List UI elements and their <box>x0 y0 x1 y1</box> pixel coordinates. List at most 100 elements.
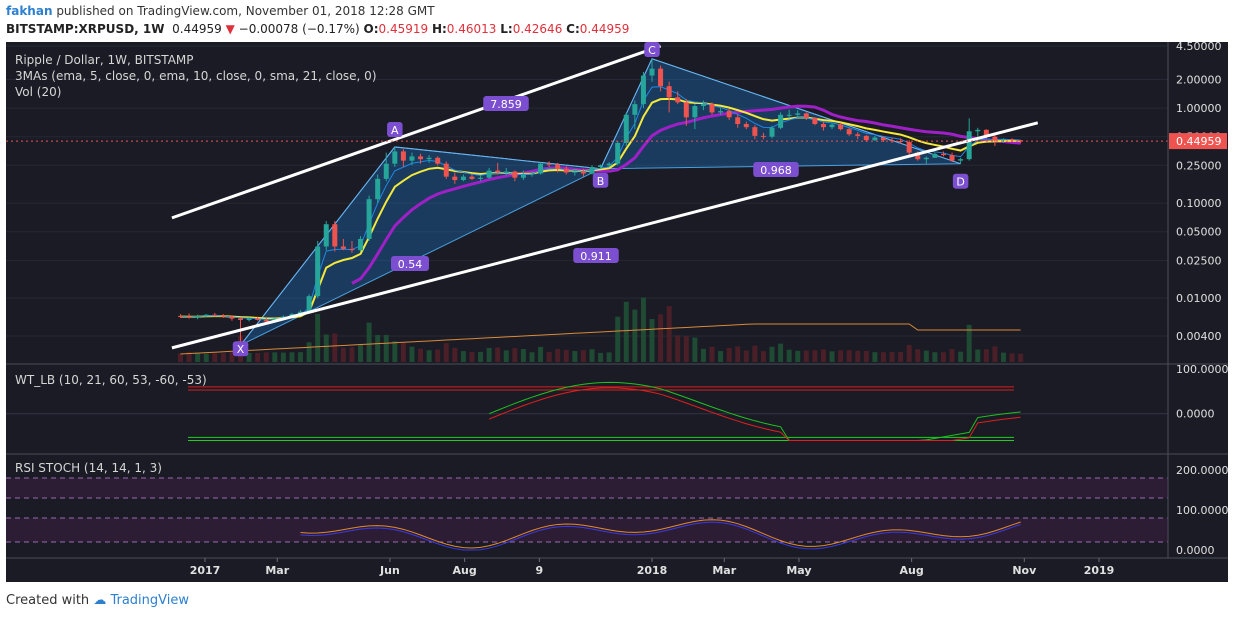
candle-body <box>1000 139 1006 141</box>
candle-body <box>709 104 715 113</box>
candle-body <box>349 248 355 251</box>
candle-body <box>392 151 398 164</box>
candle-body <box>332 224 338 247</box>
volume-bar <box>1000 352 1006 362</box>
candle-body <box>700 104 706 107</box>
price-tick-label: 0.10000 <box>1176 197 1222 210</box>
volume-bar <box>452 347 458 362</box>
volume-bar <box>923 350 929 362</box>
candle-body <box>795 113 801 115</box>
rsi-stoch-pane <box>6 453 1228 551</box>
candle-body <box>238 318 244 320</box>
volume-bar <box>418 348 424 362</box>
volume-bar <box>786 349 792 362</box>
candlesticks <box>178 58 1024 346</box>
candle-body <box>778 114 784 128</box>
candle-body <box>666 86 672 98</box>
volume-bar <box>752 345 758 362</box>
candle-body <box>538 163 544 174</box>
volume-bar <box>529 352 535 362</box>
chart-area[interactable]: X A B C D 0.54 7.859 0.968 0.911 4.50000 2.00000 1… <box>6 40 1229 582</box>
legend-wt-lb[interactable]: WT_LB (10, 21, 60, 53, -60, -53) <box>15 373 207 387</box>
volume-bar <box>855 350 861 362</box>
ratio-xa-box <box>391 256 429 271</box>
volume-bar <box>469 351 475 362</box>
trendlines[interactable] <box>6 44 1168 350</box>
volume-bar <box>400 342 406 362</box>
high-label: H: <box>431 22 447 36</box>
price-change: −0.00078 (−0.17%) <box>238 22 360 36</box>
tradingview-brand[interactable]: TradingView <box>110 593 189 608</box>
rsi-upper-band <box>6 478 1168 498</box>
candle-body <box>872 137 878 141</box>
label-c-box <box>644 42 660 57</box>
candle-body <box>966 131 972 160</box>
volume-bar <box>889 352 895 362</box>
tradingview-logo-icon[interactable]: ☁ <box>93 593 107 608</box>
candle-body <box>658 68 664 87</box>
candle-body <box>898 141 904 143</box>
ratio-ac-box <box>483 96 529 111</box>
candle-body <box>880 137 886 141</box>
candle-body <box>632 104 638 115</box>
low-value: 0.42646 <box>512 22 563 36</box>
candle-body <box>340 246 346 249</box>
candle-body <box>683 102 689 118</box>
candle-body <box>855 134 861 136</box>
wt-tick-label: 0.0000 <box>1176 408 1215 421</box>
published-text: published on TradingView.com, November 0… <box>56 4 435 18</box>
volume-ma-line <box>180 323 1021 355</box>
legend-mas[interactable]: 3MAs (ema, 5, close, 0, ema, 10, close, … <box>15 69 377 83</box>
volume-bar <box>538 346 544 362</box>
publication-line: fakhan published on TradingView.com, Nov… <box>6 4 435 18</box>
legend-title[interactable]: Ripple / Dollar, 1W, BITSTAMP <box>15 53 194 67</box>
volume-bar <box>666 306 672 362</box>
volume-bar <box>743 350 749 362</box>
volume-bar <box>435 349 441 362</box>
volume-bar <box>803 350 809 362</box>
ratio-bd-box <box>753 162 799 177</box>
candle-body <box>520 174 526 178</box>
candle-body <box>186 316 192 318</box>
volume-bar <box>203 353 209 362</box>
volume-bar <box>692 337 698 362</box>
volume-bar <box>589 349 595 362</box>
volume-bar <box>409 346 415 362</box>
close-value: 0.44959 <box>579 22 630 36</box>
volume-bar <box>332 333 338 362</box>
volume-bar <box>512 348 518 362</box>
label-b-box <box>592 172 609 188</box>
candle-body <box>983 129 989 137</box>
legend-rsi-stoch[interactable]: RSI STOCH (14, 14, 1, 3) <box>15 461 162 475</box>
volume-bar <box>675 335 681 362</box>
price-tick-label: 4.50000 <box>1176 42 1222 53</box>
time-tick-label: May <box>786 564 811 577</box>
time-tick-label: 9 <box>536 564 544 577</box>
candle-body <box>949 155 955 161</box>
price-tick-label: 1.00000 <box>1176 102 1222 115</box>
candle-body <box>572 171 578 173</box>
legend-volume[interactable]: Vol (20) <box>15 85 61 99</box>
candle-body <box>460 176 466 181</box>
candle-body <box>503 171 509 173</box>
volume-bar <box>272 352 278 362</box>
volume-bar <box>983 349 989 362</box>
candle-body <box>906 141 912 153</box>
author-name[interactable]: fakhan <box>6 4 53 18</box>
candle-body <box>743 124 749 128</box>
time-tick-label: Mar <box>265 564 289 577</box>
candle-body <box>358 238 364 251</box>
volume-bar <box>778 343 784 362</box>
chart-svg[interactable]: X A B C D 0.54 7.859 0.968 0.911 4.50000 2.00000 1… <box>6 40 1229 582</box>
volume-bar <box>220 353 226 362</box>
volume-bar <box>820 349 826 362</box>
volume-bar <box>246 352 252 362</box>
volume-bar <box>306 342 312 362</box>
candle-body <box>863 135 869 141</box>
volume-bar <box>700 348 706 362</box>
volume-bar <box>298 352 304 362</box>
volume-bar <box>812 350 818 362</box>
time-tick-label: Aug <box>900 564 924 577</box>
candle-body <box>735 117 741 125</box>
pattern-labels: X A B C D 0.54 7.859 0.968 0.911 <box>232 42 969 357</box>
